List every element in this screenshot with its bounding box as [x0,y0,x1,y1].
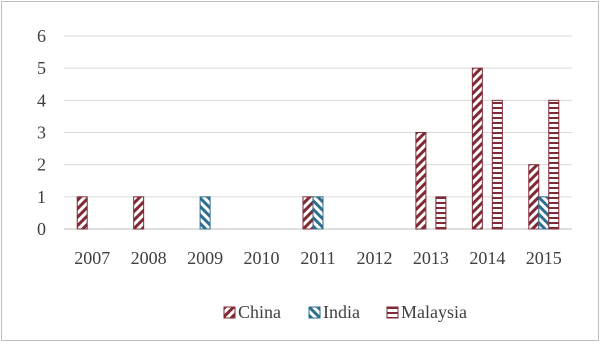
x-tick-label: 2015 [526,248,562,268]
bar-china-2014 [471,67,483,230]
y-tick-label: 1 [37,187,46,207]
x-tick-label: 2012 [356,248,392,268]
y-tick-label: 2 [37,155,46,175]
bar-china-2007 [76,196,88,230]
x-tick-label: 2007 [74,248,110,268]
bar-china-2015 [528,164,540,230]
gridlines [64,35,572,230]
bar-malaysia-2013 [435,196,447,230]
x-tick-label: 2008 [131,248,167,268]
x-axis-tick-labels: 2007 2008 2009 2010 2011 2012 2013 2014 2015 [74,248,562,268]
legend-label-india: India [323,302,360,322]
y-axis-tick-labels: 0 1 2 3 4 5 6 [37,26,46,239]
bar-india-2015 [538,196,550,230]
legend: China India Malaysia [223,302,467,322]
x-tick-label: 2010 [244,248,280,268]
x-tick-label: 2014 [469,248,505,268]
bar-malaysia-2015 [548,99,560,230]
y-tick-label: 3 [37,123,46,143]
y-tick-label: 5 [37,58,46,78]
bar-malaysia-2014 [491,99,503,230]
y-tick-label: 6 [37,26,46,46]
bar-china-2013 [415,132,427,230]
legend-swatch-malaysia [386,306,399,319]
legend-label-malaysia: Malaysia [401,302,467,322]
legend-swatch-china [223,306,236,319]
legend-swatch-india [308,306,321,319]
legend-label-china: China [238,302,281,322]
y-tick-label: 0 [37,219,46,239]
bar-china-2011 [302,196,314,230]
y-tick-label: 4 [37,90,46,110]
x-tick-label: 2013 [413,248,449,268]
bar-chart: 0 1 2 3 4 5 6 2007 2008 2009 2010 2011 2012 2013 2014… [37,26,572,322]
bar-china-2008 [133,196,145,230]
x-tick-label: 2011 [300,248,335,268]
x-tick-label: 2009 [187,248,223,268]
bar-india-2011 [312,196,324,230]
bars [76,67,560,230]
bar-india-2009 [199,196,211,230]
